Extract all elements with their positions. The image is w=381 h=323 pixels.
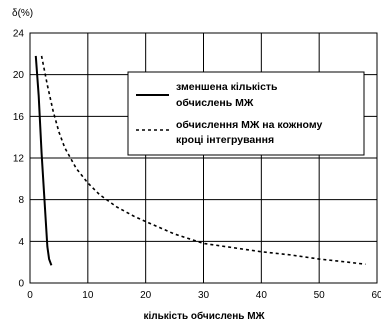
plot-border	[29, 32, 378, 284]
x-tick-label: 50	[314, 290, 326, 301]
x-tick-label: 40	[256, 290, 268, 301]
y-tick-labels: 0 4 8 12 16 20 24	[13, 29, 25, 290]
x-tick-label: 10	[82, 290, 94, 301]
x-tick-labels: 0 10 20 30 40 50 60	[27, 290, 381, 301]
y-axis-title: δ(%)	[12, 8, 33, 19]
x-axis-title: кількість обчислень МЖ	[143, 310, 265, 322]
y-tick-label: 0	[18, 279, 24, 290]
plot-frame	[29, 32, 378, 284]
series-lines	[34, 55, 366, 266]
series-line-2	[40, 55, 366, 266]
legend-label-2: кроці інтегрування	[176, 134, 274, 146]
x-tick-label: 60	[371, 290, 381, 301]
y-tick-label: 8	[18, 195, 24, 206]
legend: зменшена кількість обчислень МЖ обчислення…	[127, 71, 365, 156]
x-tick-label: 20	[140, 290, 152, 301]
x-tick-label: 0	[27, 290, 33, 301]
y-tick-label: 4	[18, 237, 24, 248]
legend-label-1: зменшена кількість	[176, 81, 278, 93]
legend-box	[127, 71, 365, 156]
series-line-1	[34, 55, 53, 266]
y-tick-label: 12	[13, 154, 25, 165]
y-tick-label: 16	[13, 112, 25, 123]
x-tick-label: 30	[198, 290, 210, 301]
legend-label-2: обчислення МЖ на кожному	[176, 119, 322, 131]
y-tick-label: 20	[13, 70, 25, 81]
legend-label-1: обчислень МЖ	[176, 97, 254, 109]
y-tick-label: 24	[13, 29, 25, 40]
grid	[29, 32, 378, 284]
